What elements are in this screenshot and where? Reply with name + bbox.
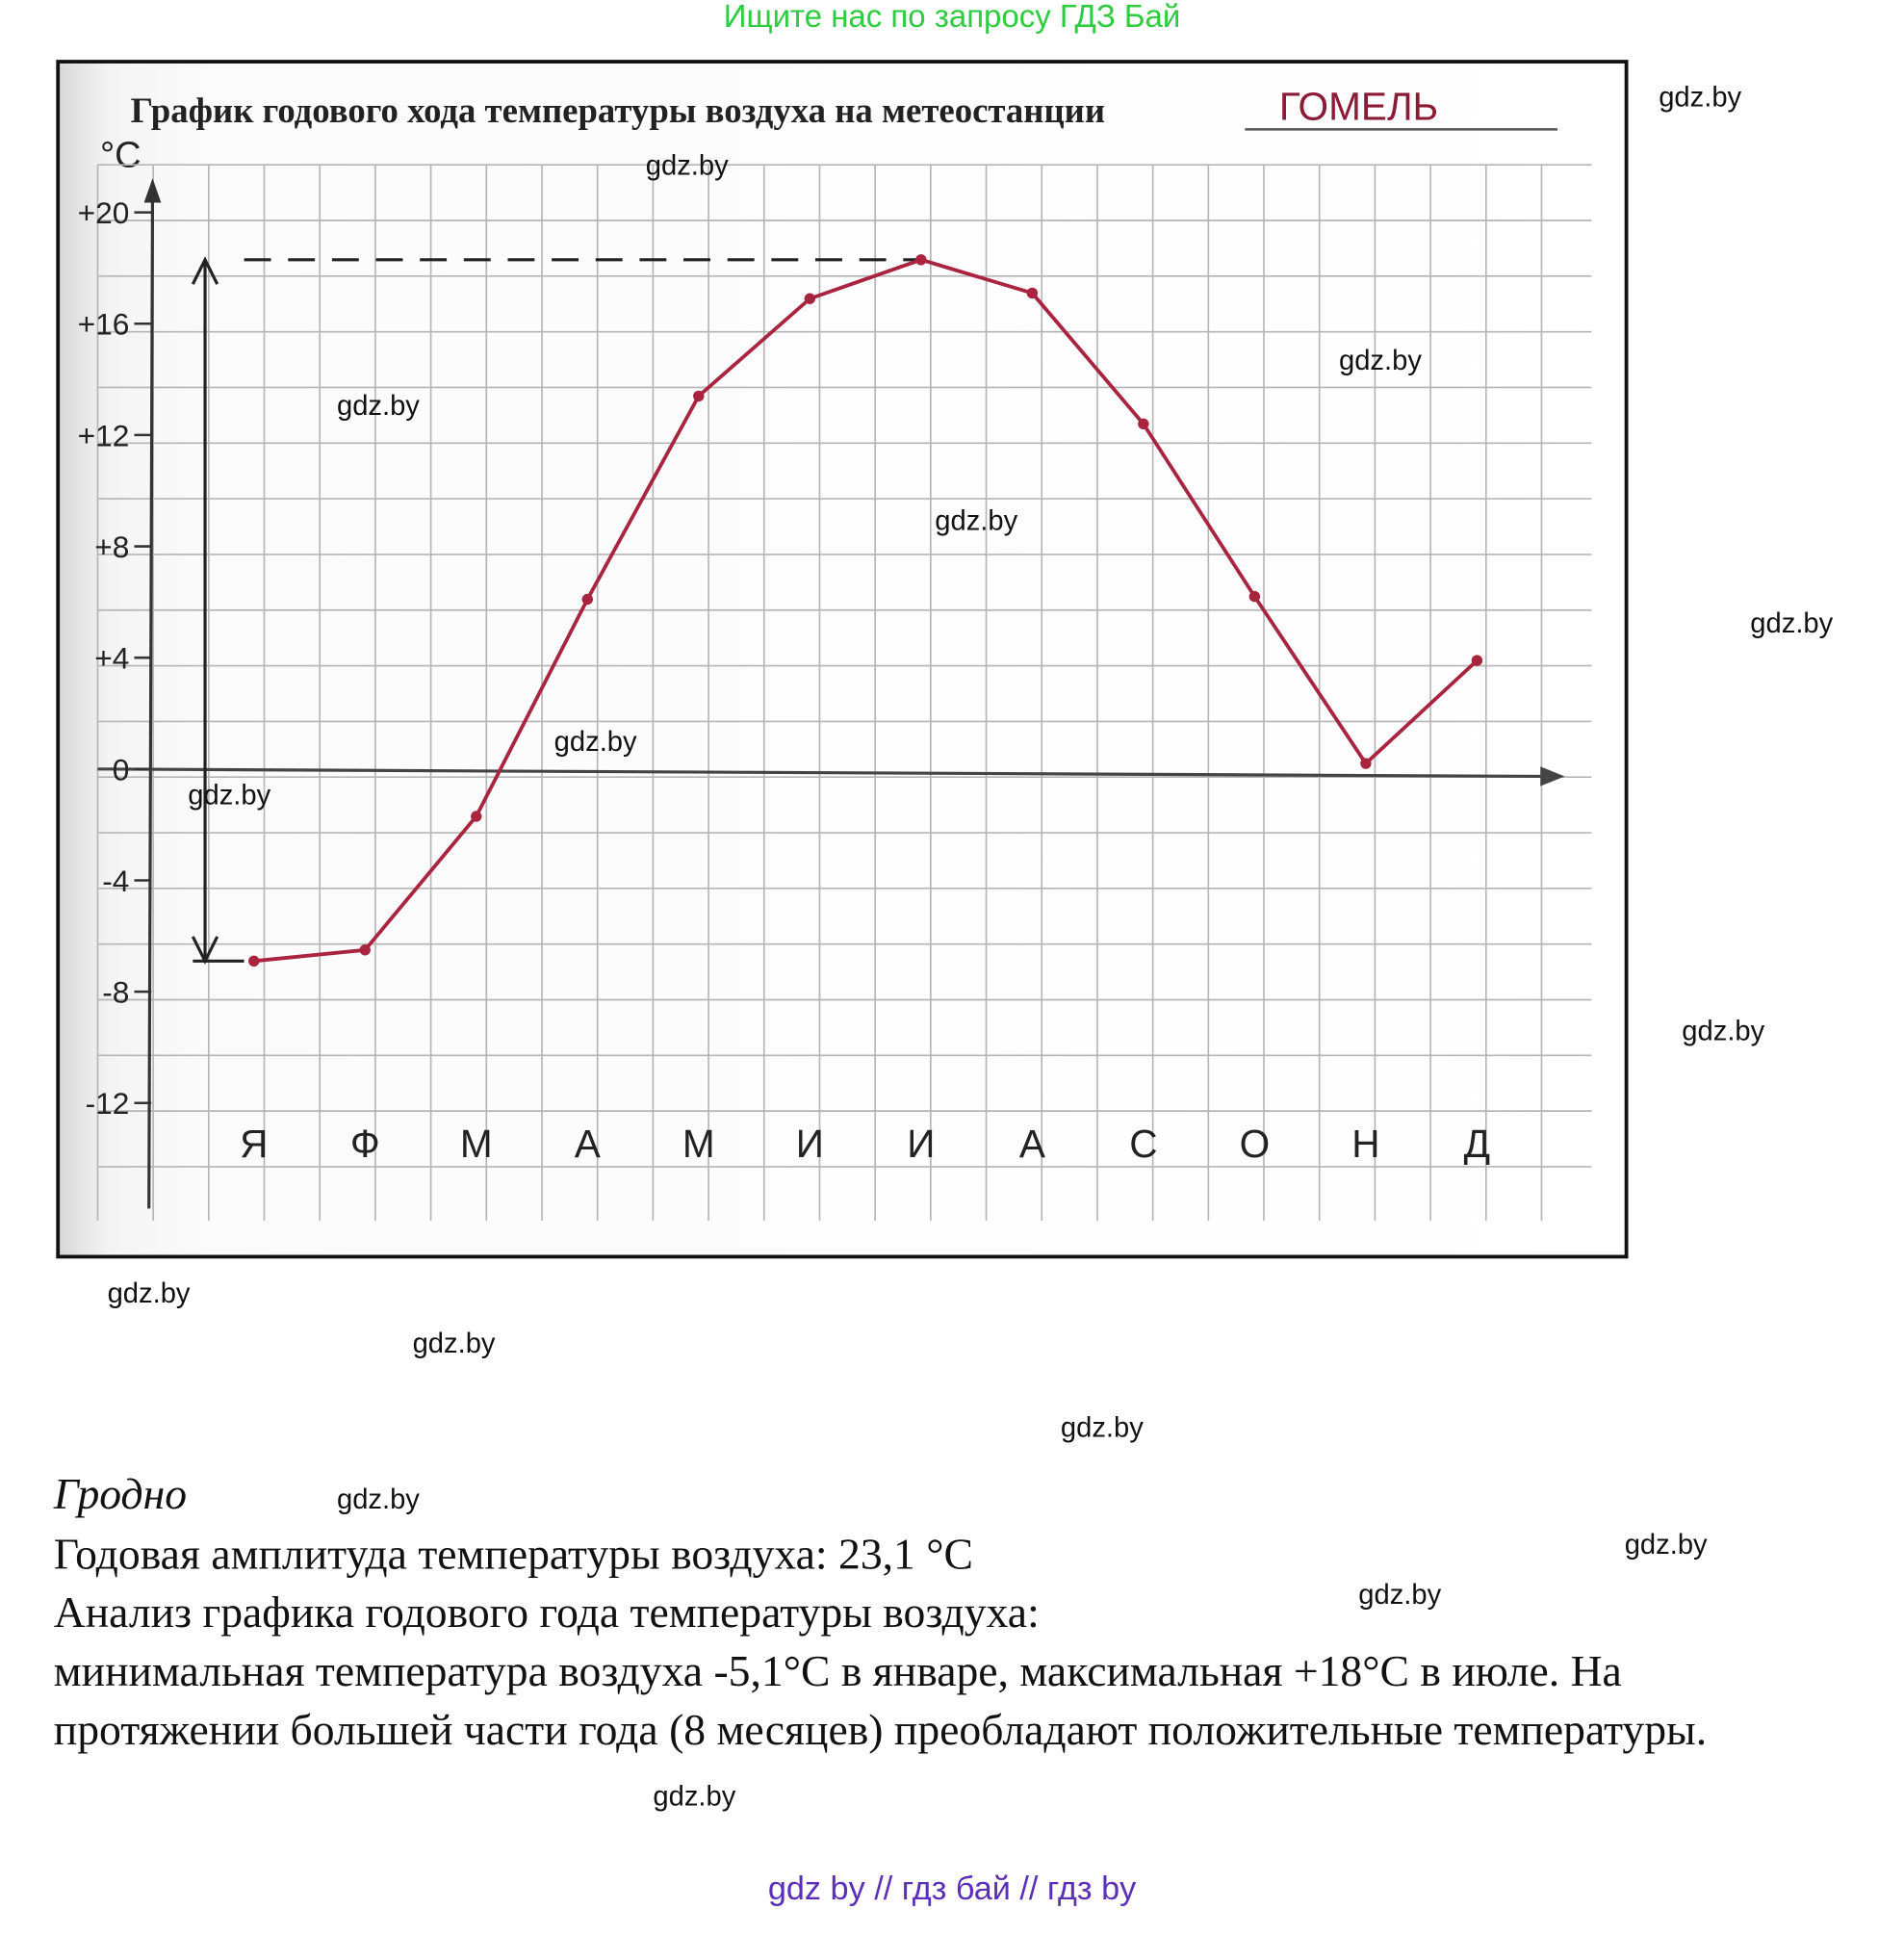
top-banner[interactable]: Ищите нас по запросу ГДЗ Бай	[723, 0, 1181, 35]
y-ticks: +20 +16 +12 +8 +4 0 -4 -8 -12	[78, 195, 152, 1121]
watermark: gdz.by	[1750, 606, 1834, 639]
footer-links[interactable]: gdz by // гдз бай // гдз by	[767, 1870, 1137, 1907]
x-tick-label: И	[796, 1122, 824, 1166]
watermark: gdz.by	[1659, 80, 1742, 113]
data-point	[1026, 287, 1039, 299]
analysis-line: минимальная температура воздуха -5,1°С в…	[53, 1646, 1622, 1696]
x-tick-label: С	[1129, 1122, 1157, 1166]
temperature-chart: График годового хода температуры воздуха…	[78, 84, 1592, 1222]
data-point	[693, 390, 705, 402]
y-tick-label: -8	[102, 975, 129, 1010]
data-point	[1471, 655, 1483, 666]
x-tick-label: Д	[1464, 1122, 1490, 1166]
y-tick-label: +4	[94, 641, 129, 676]
analysis-line: протяжении большей части года (8 месяцев…	[53, 1705, 1708, 1755]
data-point	[1248, 590, 1261, 603]
grid	[96, 164, 1592, 1222]
watermark: gdz.by	[653, 1779, 736, 1812]
y-axis-arrow	[143, 178, 162, 203]
data-point	[1360, 758, 1372, 769]
axes	[97, 178, 1565, 1209]
series-line	[248, 254, 1483, 968]
arrow-head-up	[191, 256, 219, 285]
x-tick-label: М	[460, 1122, 493, 1166]
watermark: gdz.by	[412, 1327, 496, 1359]
y-tick-label: +8	[94, 529, 129, 564]
x-tick-label: Н	[1351, 1122, 1379, 1166]
watermark: gdz.by	[1060, 1410, 1144, 1443]
x-tick-label: Ф	[350, 1122, 380, 1166]
watermark: gdz.by	[1682, 1014, 1765, 1046]
watermark: gdz.by	[107, 1277, 191, 1309]
watermark: gdz.by	[935, 503, 1018, 536]
x-tick-label: А	[575, 1122, 601, 1166]
y-tick-label: 0	[113, 752, 130, 787]
amplitude-marker	[191, 256, 921, 965]
y-tick-label: +16	[78, 307, 130, 342]
chart-title: График годового хода температуры воздуха…	[131, 90, 1105, 130]
x-tick-label: Я	[240, 1122, 268, 1166]
watermark: gdz.by	[645, 148, 729, 181]
y-tick-label: -4	[102, 864, 129, 898]
watermark: gdz.by	[1338, 344, 1422, 376]
watermark: gdz.by	[553, 725, 637, 758]
y-axis	[147, 189, 155, 1209]
x-tick-label: И	[907, 1122, 935, 1166]
data-point	[915, 254, 927, 266]
x-axis-arrow	[1540, 766, 1565, 787]
x-tick-label: М	[682, 1122, 715, 1166]
x-tick-label: О	[1240, 1122, 1271, 1166]
data-point	[804, 293, 816, 304]
data-point	[359, 944, 371, 956]
y-axis-label: °C	[100, 136, 142, 176]
watermark: gdz.by	[188, 778, 271, 811]
watermark: gdz.by	[1624, 1528, 1708, 1561]
analysis-heading: Анализ графика годового года температуры…	[53, 1587, 1040, 1638]
amplitude-text: Годовая амплитуда температуры воздуха: 2…	[53, 1529, 973, 1579]
y-tick-label: +12	[78, 418, 130, 452]
watermark: gdz.by	[1358, 1578, 1442, 1611]
data-point	[248, 955, 260, 968]
data-point	[1138, 418, 1149, 430]
x-tick-label: А	[1019, 1122, 1045, 1166]
watermark: gdz.by	[336, 1483, 420, 1515]
x-axis	[97, 767, 1545, 779]
city-name: Гродно	[53, 1469, 188, 1519]
data-point	[581, 593, 593, 606]
y-tick-label: +20	[78, 195, 130, 230]
y-tick-label: -12	[86, 1086, 130, 1121]
watermark: gdz.by	[336, 389, 420, 422]
temperature-line	[253, 257, 1479, 964]
data-point	[471, 811, 482, 822]
station-name: ГОМЕЛЬ	[1279, 84, 1438, 128]
